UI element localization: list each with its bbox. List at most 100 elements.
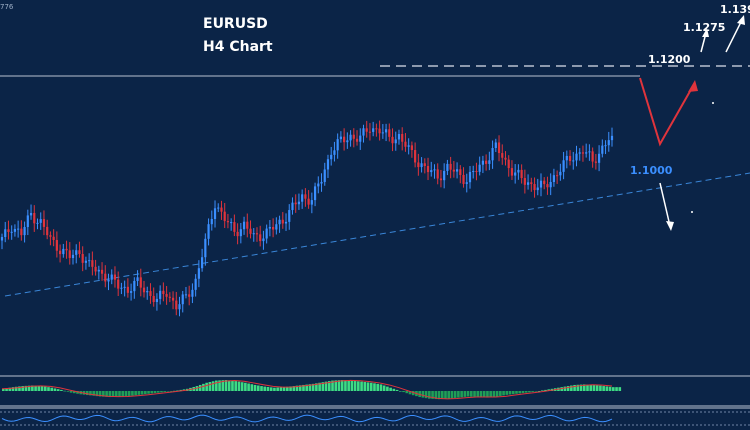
- candle-bull: [207, 224, 210, 239]
- candle-bull: [349, 134, 352, 141]
- oscillator-bar: [353, 380, 357, 391]
- oscillator-bar: [269, 387, 273, 391]
- candle-bull: [310, 200, 313, 205]
- candle-bear: [436, 169, 439, 179]
- candle-bear: [485, 160, 488, 164]
- candle-bull: [539, 180, 543, 188]
- oscillator-bar: [237, 381, 241, 391]
- oscillator-bar: [311, 383, 315, 391]
- oscillator-bar: [618, 387, 622, 391]
- oscillator-bar: [366, 382, 370, 391]
- oscillator-bar: [250, 384, 254, 391]
- candle-bull: [330, 154, 333, 160]
- candle-bear: [58, 250, 62, 255]
- oscillator-bar: [21, 386, 24, 391]
- candle-bear: [236, 231, 239, 237]
- target2-arrowhead: [737, 15, 745, 25]
- candle-bear: [591, 151, 594, 162]
- oscillator-bar: [111, 391, 115, 397]
- oscillator-bar: [289, 386, 292, 391]
- candle-bear: [81, 253, 84, 263]
- candle-bull: [526, 182, 530, 185]
- candle-bear: [375, 128, 378, 130]
- candle-bull: [362, 128, 365, 136]
- candle-bull: [159, 290, 162, 299]
- oscillator-bar: [211, 381, 215, 391]
- oscillator-bar: [408, 391, 412, 395]
- oscillator-bar: [27, 385, 31, 391]
- oscillator-bar: [389, 387, 392, 391]
- oscillator-bar: [605, 386, 609, 391]
- oscillator-bar: [592, 384, 596, 391]
- oscillator-bar: [156, 391, 160, 393]
- candle-bull: [29, 213, 33, 216]
- oscillator-bar: [476, 391, 480, 398]
- candle-bull: [291, 202, 294, 211]
- oscillator-bar: [608, 386, 612, 391]
- candle-bull: [97, 269, 100, 272]
- candle-bull: [443, 170, 446, 181]
- candle-bear: [388, 129, 391, 137]
- candle-bull: [472, 171, 475, 173]
- candle-bull: [288, 210, 291, 222]
- candle-bull: [552, 175, 556, 182]
- oscillator-bar: [305, 384, 309, 391]
- candle-bull: [230, 222, 233, 224]
- candle-bull: [123, 286, 126, 288]
- candle-bull: [13, 228, 17, 232]
- candle-bear: [530, 182, 533, 185]
- candle-bull: [301, 194, 304, 202]
- oscillator-bar: [440, 391, 444, 400]
- candle-bull: [297, 201, 301, 205]
- oscillator-bar: [344, 380, 347, 391]
- oscillator-bar: [40, 386, 44, 391]
- candle-bull: [107, 279, 110, 282]
- candle-bear: [126, 286, 129, 293]
- oscillator-bar: [244, 382, 247, 391]
- target1-label: 1.1275: [683, 21, 725, 34]
- candle-bull: [75, 250, 78, 255]
- oscillator-bar: [2, 388, 5, 391]
- oscillator-bar: [502, 391, 505, 396]
- oscillator-bar: [531, 391, 534, 392]
- oscillator-bar: [340, 380, 344, 391]
- oscillator-bar: [69, 391, 73, 393]
- oscillator-bar: [134, 391, 137, 396]
- candle-bull: [284, 221, 288, 224]
- oscillator-bar: [24, 385, 28, 391]
- candle-bull: [597, 153, 601, 163]
- oscillator-bar: [256, 385, 260, 391]
- candle-bull: [433, 169, 436, 171]
- oscillator-bar: [131, 391, 134, 396]
- oscillator-bar: [315, 383, 318, 391]
- oscillator-bar: [205, 382, 208, 391]
- oscillator-bar: [321, 382, 325, 391]
- candle-bear: [78, 250, 81, 254]
- candle-bear: [581, 152, 585, 154]
- candle-bear: [20, 228, 23, 236]
- down-arrow: [659, 182, 671, 227]
- oscillator-bar: [253, 384, 257, 391]
- oscillator-bar: [14, 386, 18, 391]
- candle-bull: [384, 129, 388, 133]
- oscillator-bar: [511, 391, 515, 395]
- candle-bear: [533, 184, 536, 191]
- candle-bull: [242, 221, 246, 230]
- candle-bear: [459, 169, 462, 175]
- oscillator-bar: [231, 380, 234, 391]
- candle-bear: [175, 300, 178, 310]
- candle-bull: [120, 287, 123, 289]
- candle-bull: [262, 238, 265, 242]
- candle-bear: [233, 222, 236, 232]
- oscillator-bar: [43, 386, 47, 391]
- oscillator-bar: [469, 391, 473, 397]
- candle-bear: [46, 226, 49, 236]
- oscillator-bar: [376, 383, 380, 391]
- oscillator-bar: [599, 385, 602, 391]
- candle-bear: [355, 138, 359, 142]
- candle-bull: [478, 164, 481, 172]
- oscillator-bar: [515, 391, 518, 394]
- oscillator-bar: [563, 386, 567, 391]
- oscillator-bar: [166, 391, 170, 392]
